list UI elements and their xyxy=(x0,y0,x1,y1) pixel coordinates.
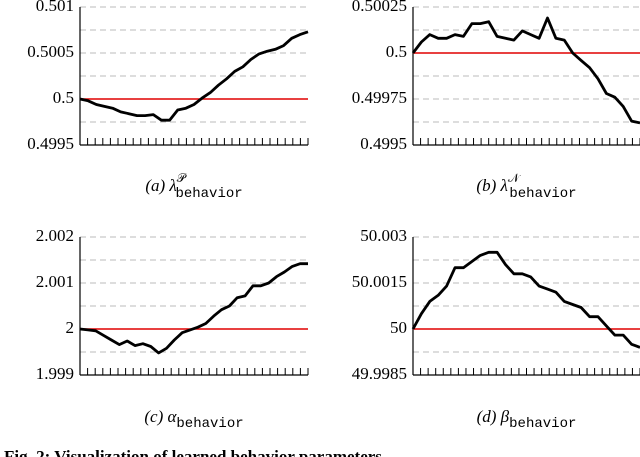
subplot-caption: (c) αbehavior xyxy=(144,407,243,432)
y-tick-label: 50.0015 xyxy=(352,272,407,291)
data-line xyxy=(411,250,640,349)
caption-part: (b) λ xyxy=(476,176,507,195)
caption-part: behavior xyxy=(176,416,243,432)
y-tick-label: 0.49975 xyxy=(352,88,407,107)
data-line xyxy=(79,30,309,122)
y-tick-label: 50 xyxy=(390,318,407,337)
subplot-caption: (b) λ𝒩 behavior xyxy=(476,171,576,202)
caption-part: behavior xyxy=(509,186,576,202)
y-tick-label: 2.001 xyxy=(36,272,74,291)
y-tick-label: 2 xyxy=(66,318,75,337)
y-tick-label: 50.003 xyxy=(360,226,407,245)
caption-part: 𝒩 xyxy=(508,171,522,185)
figure-caption: Fig. 2: Visualization of learned behavio… xyxy=(4,447,382,457)
data-line xyxy=(411,16,640,125)
y-tick-label: 0.4995 xyxy=(360,134,407,153)
caption-part: 𝒫 xyxy=(177,171,187,185)
subplot-caption: (d) βbehavior xyxy=(477,407,577,432)
y-tick-label: 0.5 xyxy=(53,88,74,107)
y-tick-label: 0.4995 xyxy=(27,134,74,153)
subplot-caption: (a) λ𝒫 behavior xyxy=(145,171,242,202)
y-tick-label: 2.002 xyxy=(36,226,74,245)
caption-part: (d) β xyxy=(477,407,510,426)
y-tick-label: 0.5 xyxy=(386,42,407,61)
y-tick-label: 49.9985 xyxy=(352,364,407,383)
y-tick-label: 0.50025 xyxy=(352,0,407,15)
data-line xyxy=(79,262,308,355)
caption-part: behavior xyxy=(175,186,242,202)
caption-part: (a) λ xyxy=(145,176,176,195)
y-tick-label: 1.999 xyxy=(36,364,74,383)
y-tick-label: 0.501 xyxy=(36,0,74,15)
caption-part: behavior xyxy=(509,416,576,432)
caption-part: (c) α xyxy=(144,407,177,426)
y-tick-label: 0.5005 xyxy=(27,42,74,61)
